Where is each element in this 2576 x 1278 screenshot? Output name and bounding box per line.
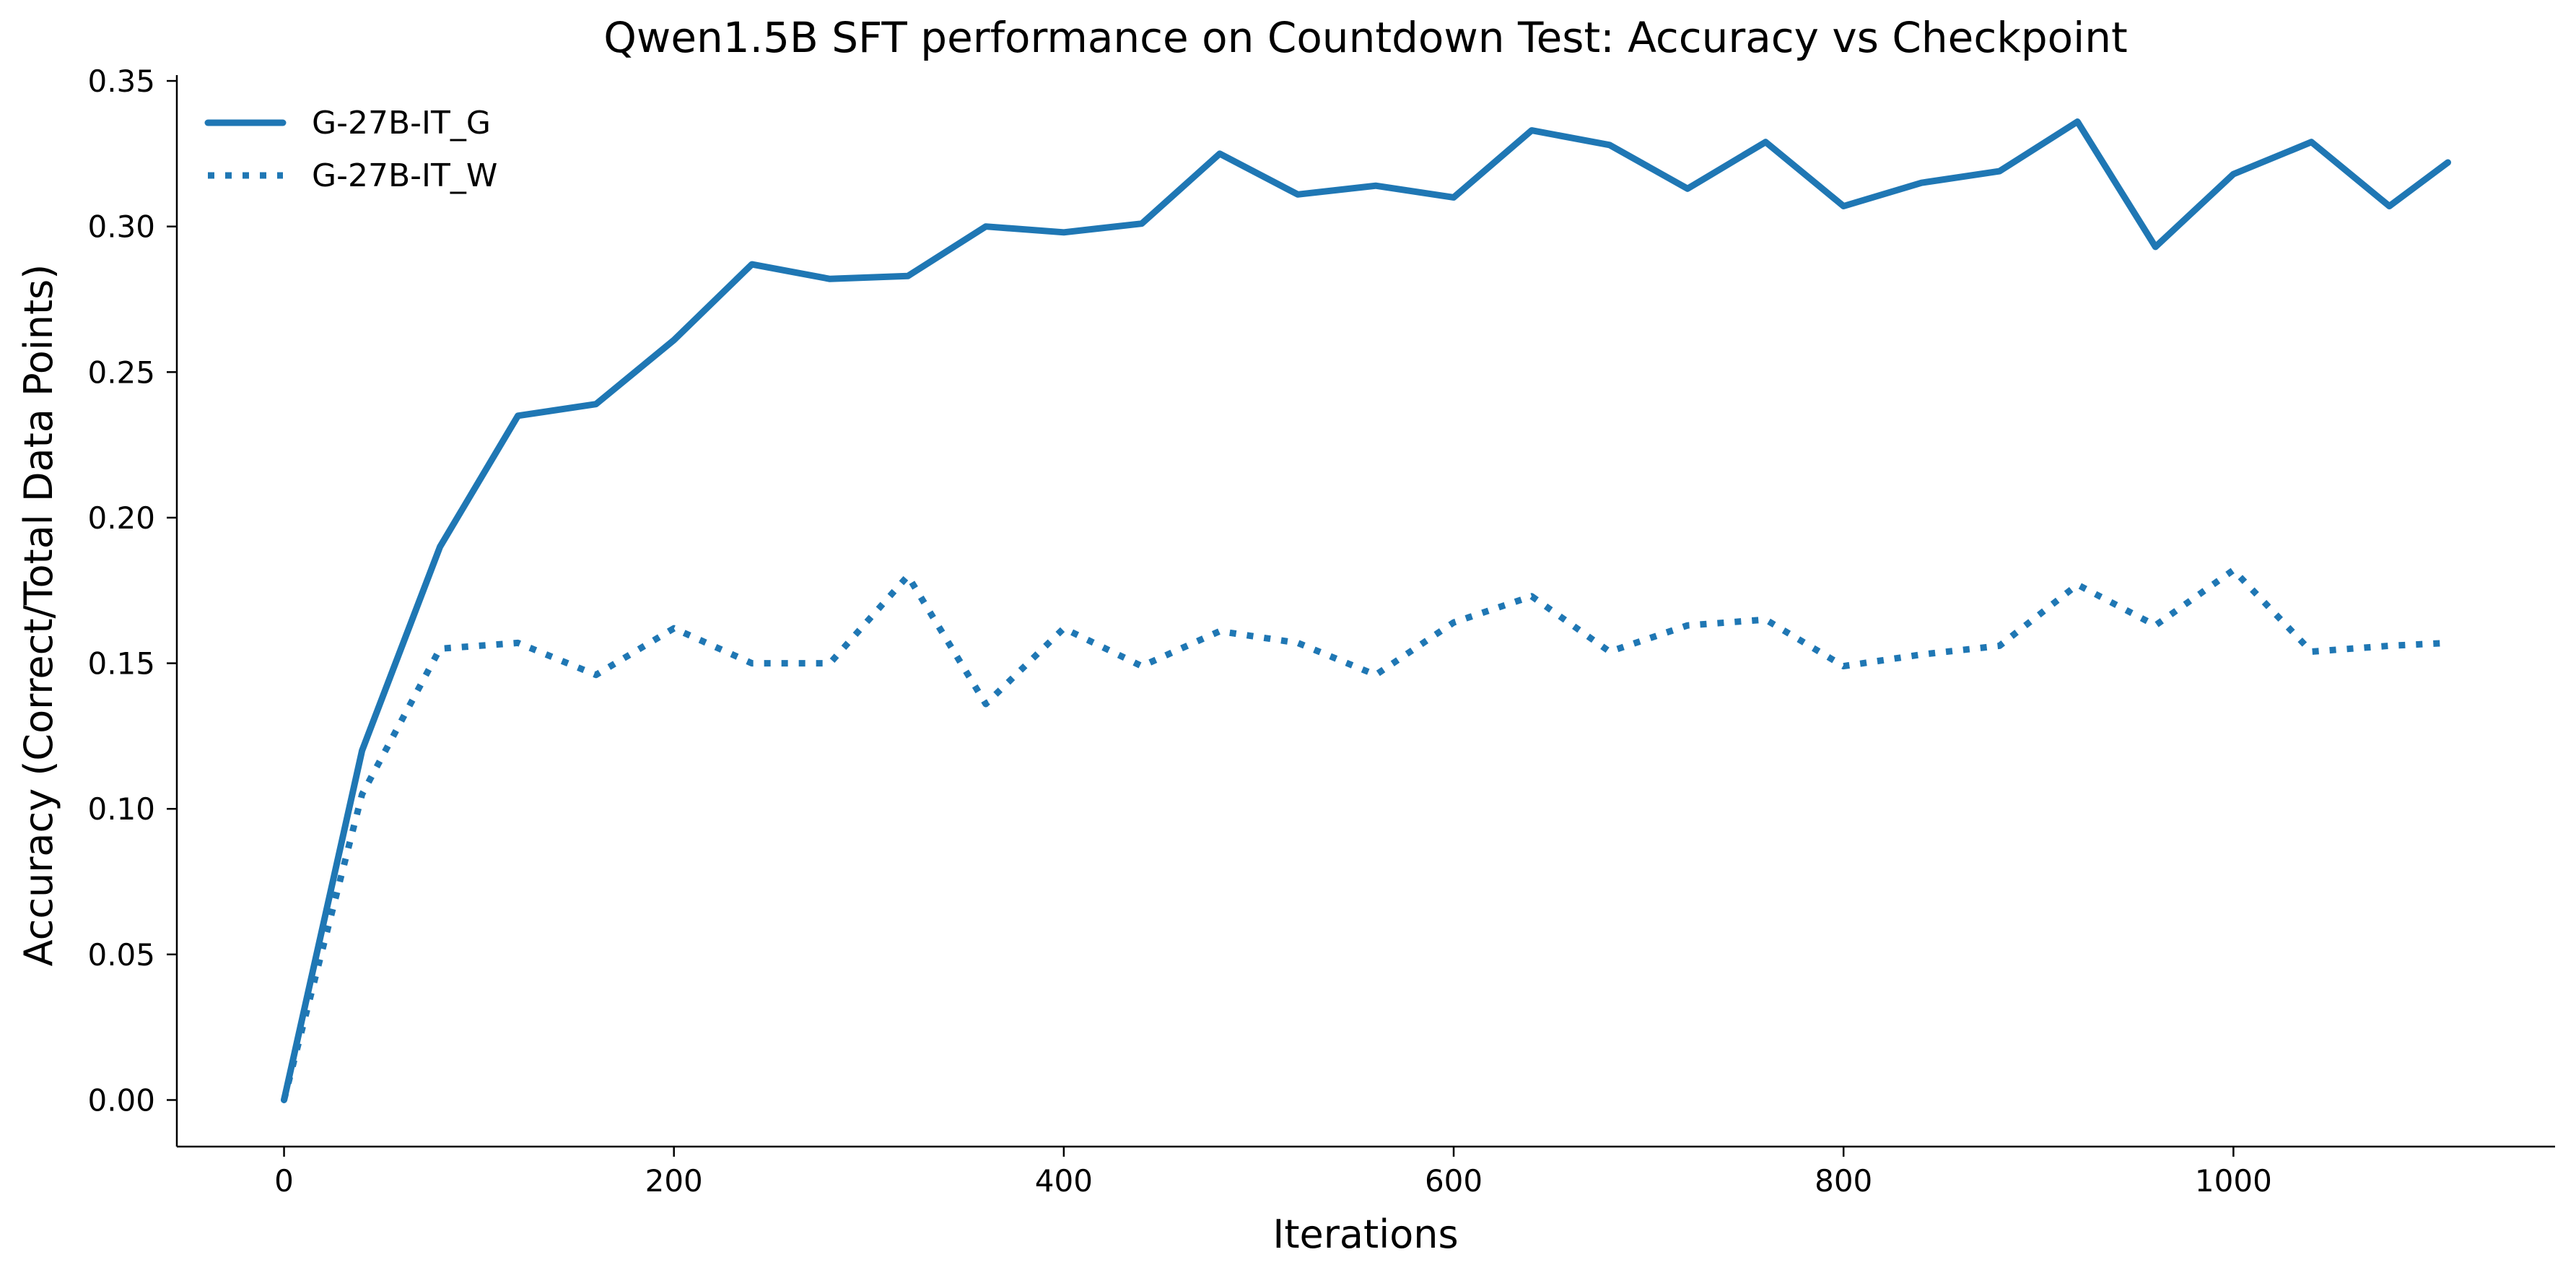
series-line-g-27b-it-g (281, 118, 2451, 1103)
x-tick-label: 800 (1815, 1163, 1872, 1199)
chart-title: Qwen1.5B SFT performance on Countdown Te… (603, 13, 2128, 62)
legend-label: G-27B-IT_G (312, 105, 491, 142)
legend-label: G-27B-IT_W (312, 157, 497, 194)
x-tick-label: 600 (1425, 1163, 1483, 1199)
y-tick-label: 0.05 (87, 937, 155, 973)
x-axis-label: Iterations (1272, 1212, 1458, 1257)
x-axis-ticks: 0 200 400 600 800 1000 (274, 1147, 2272, 1199)
y-tick-label: 0.10 (87, 791, 155, 827)
x-tick-label: 1000 (2195, 1163, 2272, 1199)
y-tick-label: 0.00 (87, 1082, 155, 1118)
x-tick-label: 400 (1035, 1163, 1093, 1199)
legend: G-27B-IT_G G-27B-IT_W (204, 105, 497, 194)
y-tick-label: 0.30 (87, 209, 155, 245)
x-tick-label: 200 (645, 1163, 703, 1199)
y-tick-label: 0.20 (87, 500, 155, 536)
x-tick-label: 0 (274, 1163, 294, 1199)
y-tick-label: 0.15 (87, 646, 155, 682)
y-axis-label: Accuracy (Correct/Total Data Points) (16, 264, 61, 967)
series-line-g-27b-it-w (281, 567, 2448, 1101)
y-axis-ticks: 0.00 0.05 0.10 0.15 0.20 0.25 0.30 0.35 (87, 64, 177, 1118)
series-lines (281, 118, 2451, 1103)
y-tick-label: 0.25 (87, 355, 155, 390)
y-tick-label: 0.35 (87, 64, 155, 99)
